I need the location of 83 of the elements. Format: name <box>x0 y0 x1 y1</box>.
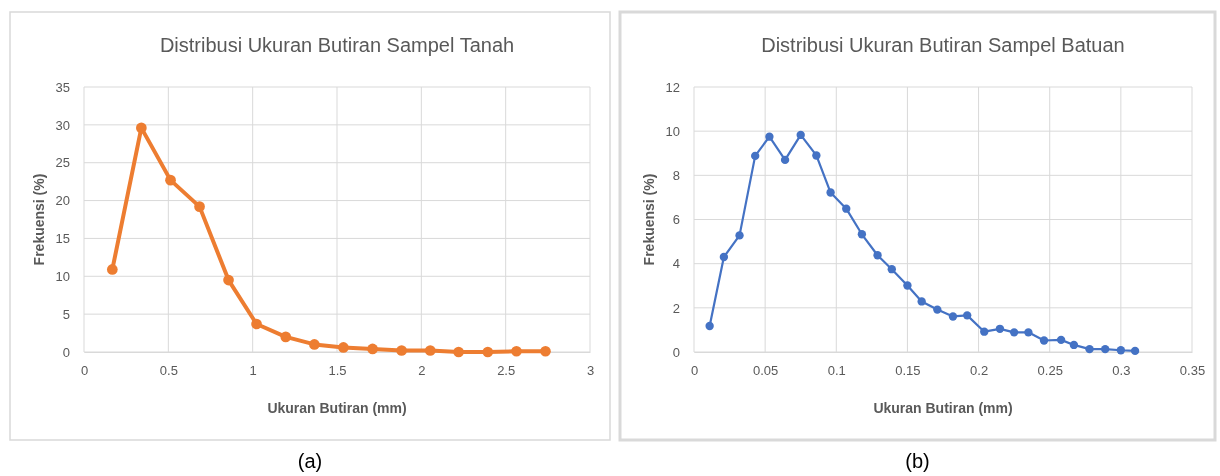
x-tick-label: 0.15 <box>895 363 921 379</box>
y-tick-label: 30 <box>55 117 70 133</box>
point <box>873 251 882 260</box>
point <box>948 312 958 321</box>
point <box>1024 328 1033 337</box>
x-tick-label: 2 <box>418 363 426 379</box>
x-tick-label: 0 <box>690 363 699 379</box>
point <box>765 132 774 141</box>
point <box>540 345 551 357</box>
x-tick-label: 1 <box>249 363 257 379</box>
y-tick-label: 25 <box>55 155 70 171</box>
y-tick-label: 15 <box>55 231 70 247</box>
point <box>857 230 867 239</box>
y-tick-label: 0 <box>672 344 680 360</box>
x-axis-title: Ukuran Butiran (mm) <box>873 400 1013 416</box>
point <box>194 201 205 212</box>
y-axis-title: Frekuensi (%) <box>31 173 47 266</box>
y-tick-label: 10 <box>55 268 70 284</box>
x-tick-label: 0.25 <box>1037 363 1063 379</box>
point <box>453 346 464 358</box>
point <box>424 345 436 356</box>
point <box>396 345 407 356</box>
point <box>1130 346 1140 356</box>
point <box>963 311 972 320</box>
point <box>251 318 262 330</box>
point <box>826 188 835 197</box>
y-tick-label: 4 <box>672 256 680 272</box>
x-tick-label: 2.5 <box>497 363 516 379</box>
point <box>280 331 292 343</box>
x-tick-label: 0.5 <box>159 363 178 379</box>
point <box>796 130 805 140</box>
point <box>338 342 349 353</box>
x-axis-title: Ukuran Butiran (mm) <box>267 400 407 416</box>
x-tick-label: 0.35 <box>1179 363 1206 379</box>
point <box>719 252 729 262</box>
y-tick-label: 6 <box>672 212 680 228</box>
point <box>1039 336 1049 345</box>
text: (a) <box>297 450 323 472</box>
point <box>917 297 926 306</box>
point <box>933 305 942 314</box>
chart-title: Distribusi Ukuran Butiran Sampel Tanah <box>159 34 515 56</box>
point <box>751 151 760 161</box>
x-tick-label: 3 <box>586 363 595 379</box>
y-tick-label: 35 <box>55 79 70 95</box>
point <box>482 346 494 358</box>
point <box>842 204 851 213</box>
point <box>887 265 896 274</box>
point <box>135 122 147 134</box>
x-tick-label: 0.1 <box>827 363 846 379</box>
point <box>1101 344 1110 354</box>
point <box>812 151 821 160</box>
point <box>165 174 176 186</box>
x-tick-label: 0.3 <box>1112 363 1131 379</box>
point <box>511 345 522 357</box>
y-tick-label: 12 <box>665 79 680 95</box>
y-tick-label: 0 <box>62 344 70 360</box>
text: (b) <box>905 450 930 472</box>
point <box>903 281 912 290</box>
point <box>995 324 1005 333</box>
point <box>780 155 790 165</box>
y-tick-label: 20 <box>55 193 70 209</box>
point <box>735 231 744 240</box>
y-tick-label: 10 <box>665 123 680 139</box>
point <box>1009 328 1019 337</box>
point <box>367 343 378 355</box>
point <box>705 321 714 331</box>
point <box>106 264 118 275</box>
x-tick-label: 0.05 <box>752 363 779 379</box>
x-tick-label: 0.2 <box>970 363 989 379</box>
x-tick-label: 0 <box>80 363 89 379</box>
point <box>1085 344 1094 354</box>
point <box>980 327 989 336</box>
y-tick-label: 8 <box>672 167 680 183</box>
chart-title: Distribusi Ukuran Butiran Sampel Batuan <box>761 34 1125 56</box>
y-axis-title: Frekuensi (%) <box>641 173 657 266</box>
y-tick-label: 5 <box>62 306 70 322</box>
point <box>1056 335 1066 345</box>
x-tick-label: 1.5 <box>328 363 347 379</box>
point <box>1116 346 1126 355</box>
point <box>1069 340 1079 350</box>
point <box>223 274 234 286</box>
point <box>309 339 320 350</box>
y-tick-label: 2 <box>672 300 680 316</box>
